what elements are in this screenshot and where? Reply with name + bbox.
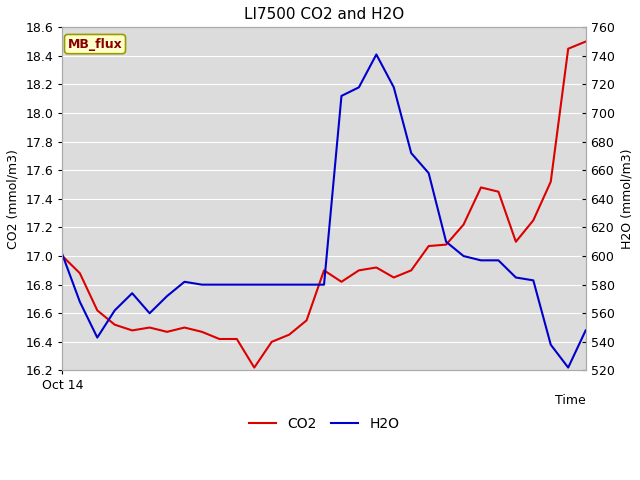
- Text: MB_flux: MB_flux: [68, 37, 122, 50]
- Title: LI7500 CO2 and H2O: LI7500 CO2 and H2O: [244, 7, 404, 22]
- Y-axis label: H2O (mmol/m3): H2O (mmol/m3): [620, 149, 633, 249]
- Y-axis label: CO2 (mmol/m3): CO2 (mmol/m3): [7, 149, 20, 249]
- Legend: CO2, H2O: CO2, H2O: [243, 412, 405, 437]
- Text: Time: Time: [555, 395, 586, 408]
